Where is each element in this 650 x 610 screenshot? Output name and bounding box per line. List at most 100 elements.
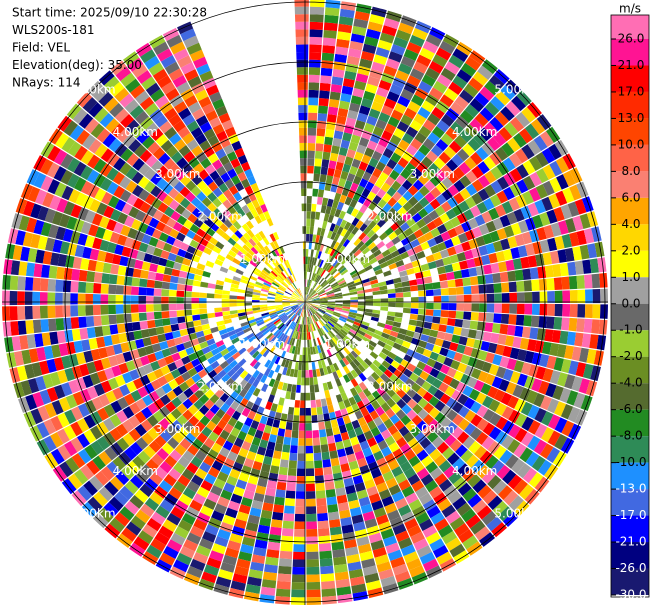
ray-cell (333, 272, 341, 279)
ray-cell (309, 384, 315, 393)
ray-cell (290, 321, 295, 330)
ray-cell (116, 128, 131, 143)
ray-cell (452, 401, 464, 414)
ray-cell (508, 281, 517, 293)
ray-cell (249, 358, 258, 368)
ray-cell (288, 460, 297, 469)
ray-cell (93, 491, 108, 507)
ray-cell (441, 303, 449, 311)
ray-cell (373, 475, 385, 486)
ray-cell (318, 543, 332, 552)
ray-cell (314, 242, 319, 251)
ray-cell (470, 368, 482, 380)
ray-cell (220, 561, 236, 573)
ray-cell (294, 323, 299, 331)
ray-cell (173, 120, 186, 133)
ray-cell (274, 364, 281, 373)
ray-cell (407, 101, 421, 113)
ray-cell (431, 436, 444, 449)
ray-cell (462, 277, 471, 287)
ray-cell (458, 200, 470, 213)
ray-cell (252, 387, 261, 397)
ray-cell (447, 318, 456, 327)
ray-cell (269, 311, 277, 316)
ray-cell (365, 403, 375, 414)
ray-cell (438, 460, 452, 473)
ray-cell (337, 332, 345, 340)
ray-cell (524, 303, 533, 315)
ray-cell (503, 172, 516, 186)
ray-cell (204, 473, 217, 485)
ray-cell (461, 221, 472, 233)
ray-cell (259, 297, 268, 301)
ray-cell (168, 303, 177, 311)
ray-cell (422, 525, 438, 538)
ray-cell (299, 296, 305, 302)
ray-cell (276, 247, 283, 256)
ray-cell (307, 316, 310, 325)
ray-cell (358, 105, 371, 116)
ray-cell (327, 303, 336, 306)
ray-cell (252, 305, 260, 309)
ray-cell (230, 493, 243, 504)
ray-cell (455, 115, 469, 129)
ray-cell (378, 232, 388, 241)
ray-cell (308, 316, 313, 324)
ray-cell (533, 392, 545, 408)
ray-cell (321, 351, 327, 360)
ray-cell (171, 419, 183, 432)
colorbar-tick-label: 8.0 (621, 164, 640, 178)
ray-cell (489, 412, 502, 426)
ray-cell (447, 279, 456, 288)
ray-cell (44, 402, 57, 419)
ray-cell (305, 302, 309, 309)
ray-cell (346, 55, 360, 66)
ray-cell (46, 358, 57, 373)
ray-cell (311, 203, 317, 212)
ray-cell (383, 270, 392, 277)
colorbar-swatch (611, 462, 649, 490)
ray-cell (184, 309, 193, 316)
ray-cell (237, 430, 247, 441)
ray-cell (237, 309, 246, 314)
ray-cell (314, 460, 323, 469)
ray-cell (236, 511, 249, 522)
ray-cell (85, 293, 94, 305)
ray-cell (199, 415, 211, 427)
ray-cell (282, 295, 291, 299)
ray-cell (569, 232, 580, 247)
ray-cell (307, 309, 311, 317)
ray-cell (341, 326, 350, 334)
ray-cell (111, 123, 125, 138)
info-line: NRays: 114 (12, 76, 81, 90)
ray-cell (497, 334, 507, 346)
ray-cell (379, 336, 388, 344)
ray-cell (221, 413, 232, 424)
ray-cell (121, 246, 132, 258)
ray-cell (456, 344, 466, 354)
ray-cell (468, 77, 484, 92)
ray-cell (490, 332, 500, 344)
ray-cell (353, 393, 362, 404)
ray-cell (457, 232, 469, 244)
ray-cell (164, 455, 178, 468)
ray-cell (147, 353, 157, 364)
ray-cell (80, 165, 93, 180)
ray-cell (105, 390, 117, 404)
ray-cell (386, 315, 395, 322)
ray-cell (253, 267, 262, 274)
ray-cell (32, 291, 41, 305)
ray-cell (346, 280, 355, 286)
ray-cell (177, 474, 191, 487)
ray-cell (377, 257, 387, 265)
ray-cell (230, 233, 240, 243)
ray-cell (552, 263, 562, 277)
ray-cell (115, 471, 130, 486)
ray-cell (324, 262, 331, 271)
ray-cell (32, 277, 41, 291)
colorbar-tick-label: 26.0 (618, 32, 645, 46)
ray-cell (246, 229, 255, 239)
ray-cell (26, 334, 37, 349)
ray-cell (169, 245, 180, 255)
